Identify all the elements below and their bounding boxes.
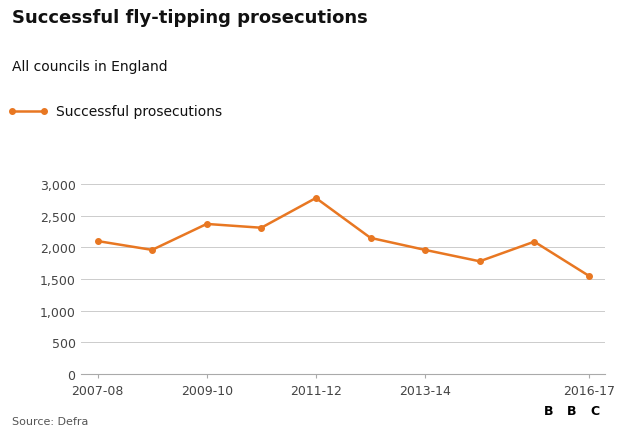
FancyBboxPatch shape xyxy=(563,399,580,423)
Text: All councils in England: All councils in England xyxy=(12,60,168,74)
Text: Successful prosecutions: Successful prosecutions xyxy=(56,105,222,119)
Text: Successful fly-tipping prosecutions: Successful fly-tipping prosecutions xyxy=(12,9,368,27)
Text: B: B xyxy=(544,404,553,417)
Text: B: B xyxy=(567,404,577,417)
FancyBboxPatch shape xyxy=(587,399,604,423)
Text: Source: Defra: Source: Defra xyxy=(12,416,89,426)
FancyBboxPatch shape xyxy=(540,399,557,423)
Text: C: C xyxy=(590,404,600,417)
